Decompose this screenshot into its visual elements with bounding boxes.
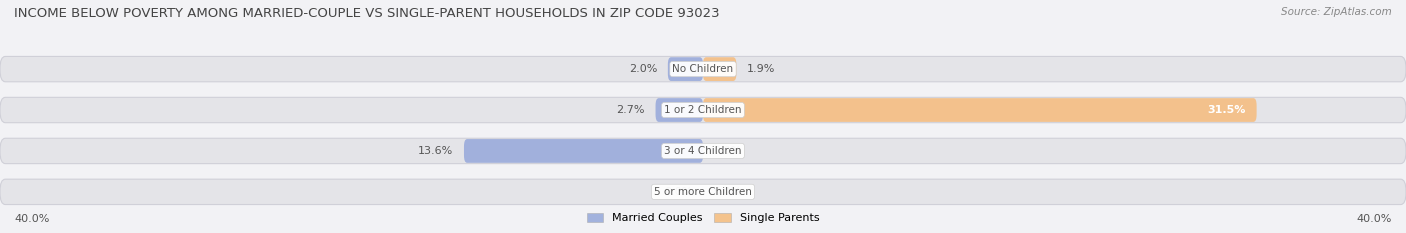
Text: Source: ZipAtlas.com: Source: ZipAtlas.com — [1281, 7, 1392, 17]
Text: 40.0%: 40.0% — [14, 214, 49, 224]
FancyBboxPatch shape — [464, 139, 703, 163]
Text: 0.0%: 0.0% — [713, 187, 742, 197]
Text: 1 or 2 Children: 1 or 2 Children — [664, 105, 742, 115]
Text: 31.5%: 31.5% — [1208, 105, 1246, 115]
FancyBboxPatch shape — [0, 56, 1406, 82]
Text: INCOME BELOW POVERTY AMONG MARRIED-COUPLE VS SINGLE-PARENT HOUSEHOLDS IN ZIP COD: INCOME BELOW POVERTY AMONG MARRIED-COUPL… — [14, 7, 720, 20]
Text: 5 or more Children: 5 or more Children — [654, 187, 752, 197]
Text: 2.0%: 2.0% — [628, 64, 657, 74]
Legend: Married Couples, Single Parents: Married Couples, Single Parents — [582, 208, 824, 227]
FancyBboxPatch shape — [0, 97, 1406, 123]
Text: 13.6%: 13.6% — [418, 146, 454, 156]
FancyBboxPatch shape — [668, 57, 703, 81]
FancyBboxPatch shape — [703, 98, 1257, 122]
Text: 0.0%: 0.0% — [664, 187, 693, 197]
Text: 2.7%: 2.7% — [616, 105, 645, 115]
Text: 1.9%: 1.9% — [747, 64, 775, 74]
Text: 40.0%: 40.0% — [1357, 214, 1392, 224]
FancyBboxPatch shape — [0, 179, 1406, 205]
FancyBboxPatch shape — [0, 138, 1406, 164]
FancyBboxPatch shape — [655, 98, 703, 122]
Text: 0.0%: 0.0% — [713, 146, 742, 156]
FancyBboxPatch shape — [703, 57, 737, 81]
Text: No Children: No Children — [672, 64, 734, 74]
Text: 3 or 4 Children: 3 or 4 Children — [664, 146, 742, 156]
